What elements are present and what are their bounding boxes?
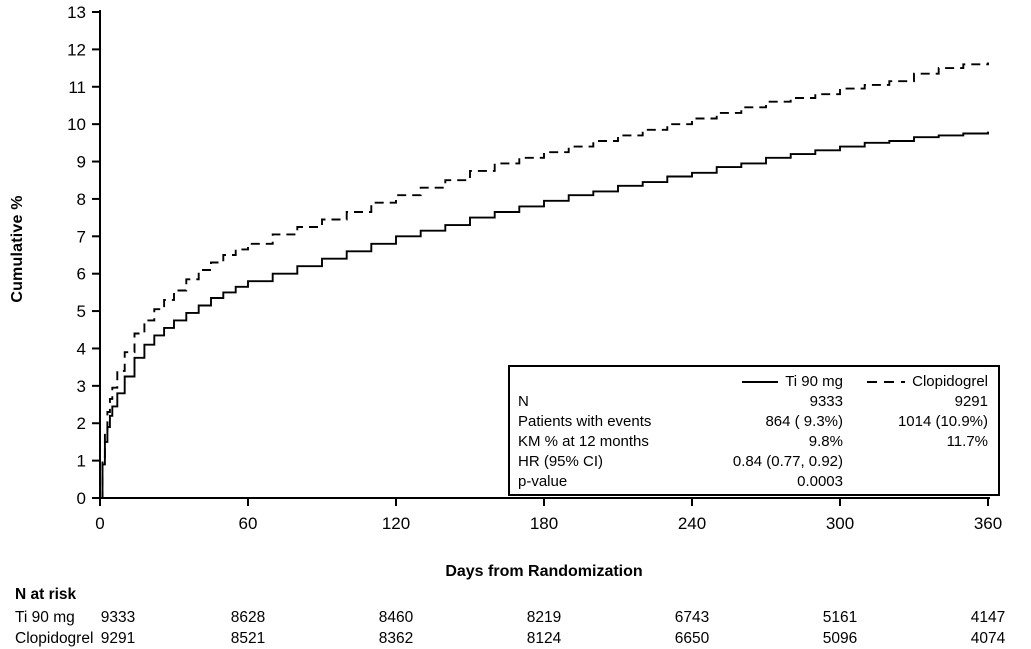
stat-label: p-value: [518, 473, 568, 490]
stat-label: HR (95% CI): [518, 453, 604, 470]
y-tick-label: 11: [68, 78, 86, 97]
x-tick-label: 360: [974, 514, 1002, 533]
risk-value: 5161: [822, 609, 858, 626]
risk-value: 8521: [230, 630, 266, 647]
stat-value-1: 9333: [809, 393, 843, 410]
stat-value-2: 11.7%: [946, 433, 988, 450]
y-axis-title: Cumulative %: [9, 195, 26, 303]
x-tick-label: 60: [239, 514, 258, 533]
risk-value: 4147: [970, 609, 1006, 626]
legend-row-pvalue: p-value 0.0003: [518, 472, 988, 492]
stat-label: N: [518, 393, 529, 410]
risk-value: 9333: [100, 609, 136, 626]
y-tick-label: 10: [67, 115, 86, 134]
risk-value: 6743: [674, 609, 710, 626]
risk-value: 8628: [230, 609, 266, 626]
stat-value-1: 0.0003: [797, 473, 843, 490]
y-tick-label: 1: [77, 452, 86, 471]
y-tick-label: 6: [77, 265, 86, 284]
stat-value-1: 9.8%: [808, 433, 843, 450]
risk-row-label: Ti 90 mg: [15, 609, 75, 626]
risk-row-ti90: Ti 90 mg 9333 8628 8460 8219 6743 5161 4…: [0, 609, 1031, 627]
y-tick-label: 3: [77, 377, 86, 396]
risk-table-title: N at risk: [15, 586, 77, 603]
legend-header-spacer: [518, 372, 658, 392]
stat-value-2: [843, 452, 988, 472]
x-tick-label: 180: [530, 514, 558, 533]
y-tick-label: 0: [77, 489, 86, 508]
stat-label: KM % at 12 months: [518, 433, 649, 450]
stat-value-2: [843, 472, 988, 492]
risk-value: 5096: [822, 630, 858, 647]
risk-value: 8460: [378, 609, 414, 626]
x-tick-label: 120: [382, 514, 410, 533]
y-tick-label: 7: [77, 227, 86, 246]
risk-value: 8362: [378, 630, 414, 647]
risk-value: 6650: [674, 630, 710, 647]
risk-value: 9291: [100, 630, 136, 647]
x-axis-title: Days from Randomization: [445, 563, 643, 580]
y-tick-label: 4: [77, 339, 86, 358]
legend-series-2: Clopidogrel: [843, 372, 988, 392]
series-ti-90-mg: [100, 131, 989, 499]
x-tick-label: 240: [678, 514, 706, 533]
y-tick-label: 5: [77, 302, 86, 321]
risk-row-label: Clopidogrel: [15, 630, 94, 647]
x-tick-label: 300: [826, 514, 854, 533]
legend-stats-box: Ti 90 mg Clopidogrel N 9333 9291 Patient…: [508, 365, 1000, 496]
y-tick-label: 9: [77, 153, 86, 172]
legend-row-km: KM % at 12 months 9.8% 11.7%: [518, 432, 988, 452]
legend-row-events: Patients with events 864 ( 9.3%) 1014 (1…: [518, 412, 988, 432]
legend-series-1: Ti 90 mg: [658, 372, 843, 392]
risk-row-clopidogrel: Clopidogrel 9291 8521 8362 8124 6650 509…: [0, 630, 1031, 648]
legend-row-n: N 9333 9291: [518, 392, 988, 412]
risk-value: 4074: [970, 630, 1006, 647]
y-tick-label: 2: [77, 414, 86, 433]
series-clopidogrel: [100, 62, 989, 499]
legend-series-1-label: Ti 90 mg: [785, 373, 843, 390]
y-tick-label: 8: [77, 190, 86, 209]
legend-series-2-label: Clopidogrel: [912, 373, 988, 390]
stat-label: Patients with events: [518, 413, 652, 430]
stat-value-2: 9291: [954, 393, 988, 410]
stat-value-1: 0.84 (0.77, 0.92): [732, 453, 843, 470]
stat-value-1: 864 ( 9.3%): [765, 413, 843, 430]
dashed-line-icon: [867, 381, 906, 383]
stat-value-2: 1014 (10.9%): [897, 413, 988, 430]
x-tick-label: 0: [95, 514, 104, 533]
risk-value: 8124: [526, 630, 562, 647]
y-tick-label: 12: [67, 40, 86, 59]
risk-value: 8219: [526, 609, 562, 626]
legend-header-row: Ti 90 mg Clopidogrel: [518, 372, 988, 392]
solid-line-icon: [742, 381, 779, 383]
legend-row-hr: HR (95% CI) 0.84 (0.77, 0.92): [518, 452, 988, 472]
y-tick-label: 13: [67, 3, 86, 22]
